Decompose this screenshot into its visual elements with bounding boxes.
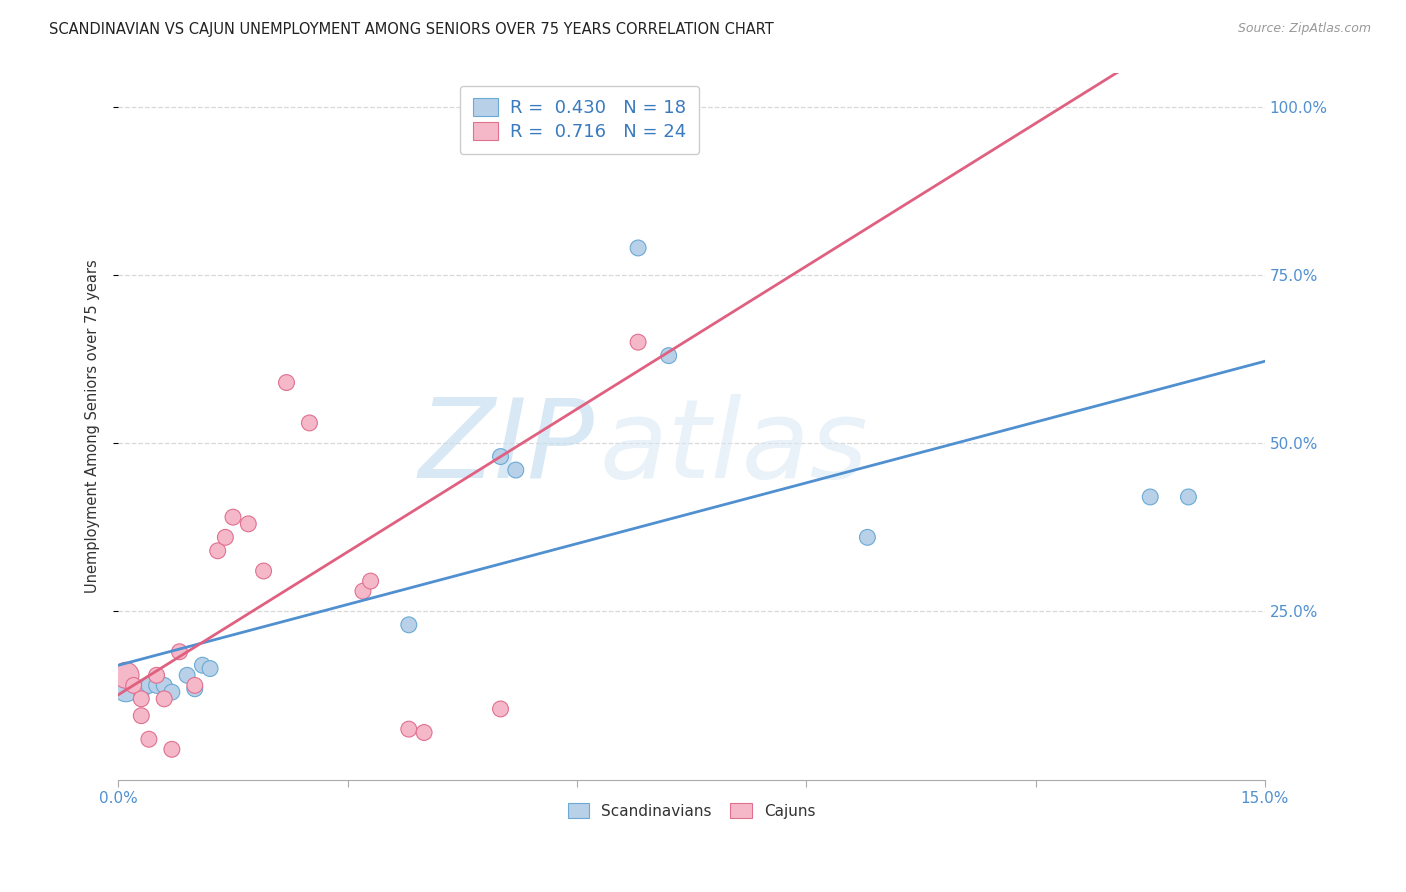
Point <box>115 681 138 696</box>
Point <box>191 658 214 673</box>
Point <box>1139 490 1161 504</box>
Point <box>252 564 274 578</box>
Point <box>214 530 236 544</box>
Point <box>298 416 321 430</box>
Point <box>627 241 650 255</box>
Point <box>505 463 527 477</box>
Point <box>122 678 145 692</box>
Point <box>398 617 420 632</box>
Point <box>138 732 160 747</box>
Point <box>115 668 138 682</box>
Point <box>129 708 152 723</box>
Point <box>643 96 665 111</box>
Point <box>276 376 298 390</box>
Point <box>176 668 198 682</box>
Point <box>153 678 176 692</box>
Point <box>658 349 681 363</box>
Point <box>160 685 183 699</box>
Point <box>160 742 183 756</box>
Legend: Scandinavians, Cajuns: Scandinavians, Cajuns <box>562 797 821 825</box>
Point <box>207 543 229 558</box>
Point <box>169 645 191 659</box>
Point <box>145 668 167 682</box>
Text: ZIP: ZIP <box>418 394 595 501</box>
Point <box>360 574 382 588</box>
Point <box>184 681 207 696</box>
Point <box>222 510 245 524</box>
Text: Source: ZipAtlas.com: Source: ZipAtlas.com <box>1237 22 1371 36</box>
Point <box>1177 490 1199 504</box>
Point <box>856 530 879 544</box>
Point <box>238 516 260 531</box>
Point <box>145 678 167 692</box>
Point <box>352 584 374 599</box>
Point <box>138 678 160 692</box>
Y-axis label: Unemployment Among Seniors over 75 years: Unemployment Among Seniors over 75 years <box>86 260 100 593</box>
Point <box>129 691 152 706</box>
Point <box>198 662 221 676</box>
Point <box>489 702 512 716</box>
Point <box>627 335 650 350</box>
Point <box>398 722 420 736</box>
Point <box>413 725 436 739</box>
Point <box>129 685 152 699</box>
Point <box>153 691 176 706</box>
Text: atlas: atlas <box>600 394 869 501</box>
Point <box>489 450 512 464</box>
Text: SCANDINAVIAN VS CAJUN UNEMPLOYMENT AMONG SENIORS OVER 75 YEARS CORRELATION CHART: SCANDINAVIAN VS CAJUN UNEMPLOYMENT AMONG… <box>49 22 773 37</box>
Point <box>184 678 207 692</box>
